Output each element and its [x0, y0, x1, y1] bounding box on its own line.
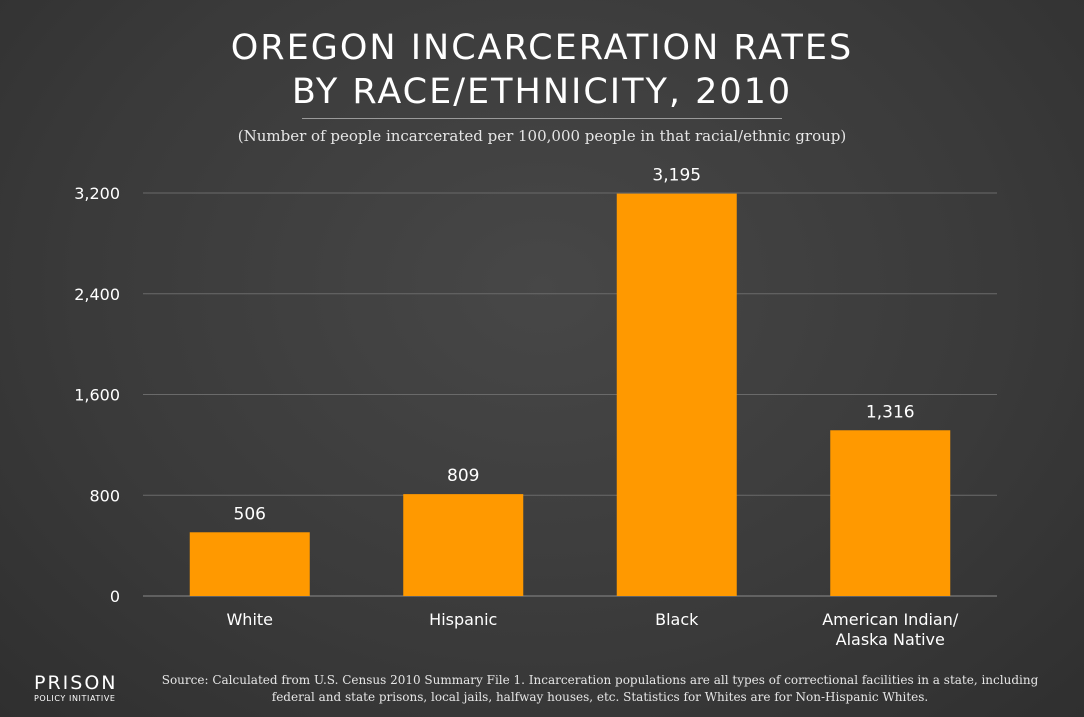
- source-note: Source: Calculated from U.S. Census 2010…: [161, 673, 1039, 704]
- x-category-label: American Indian/: [822, 610, 959, 629]
- x-category-label: Alaska Native: [836, 630, 945, 649]
- x-category-label: Black: [655, 610, 699, 629]
- bar: [403, 494, 524, 596]
- title-divider: [302, 118, 782, 119]
- y-tick-label: 3,200: [74, 184, 120, 203]
- y-tick-label: 1,600: [74, 386, 120, 405]
- x-category-label: Hispanic: [429, 610, 497, 629]
- chart-title-line-2: BY RACE/ETHNICITY, 2010: [291, 72, 793, 112]
- logo-subtext: POLICY INITIATIVE: [34, 694, 116, 703]
- chart-subtitle: (Number of people incarcerated per 100,0…: [237, 127, 847, 145]
- y-tick-label: 2,400: [74, 285, 120, 304]
- bar-value-label: 3,195: [652, 166, 701, 186]
- bar-value-label: 506: [234, 504, 266, 524]
- x-category-label: White: [226, 610, 273, 629]
- y-tick-label: 800: [89, 486, 120, 505]
- bar-value-label: 809: [447, 466, 479, 486]
- bar: [616, 193, 737, 596]
- prison-policy-initiative-logo: PRISON POLICY INITIATIVE: [34, 672, 134, 704]
- bar: [830, 430, 951, 596]
- bar: [189, 532, 310, 596]
- bar-value-label: 1,316: [866, 402, 915, 422]
- y-tick-label: 0: [110, 587, 120, 606]
- logo-wordmark: PRISON: [34, 672, 118, 694]
- chart-title-line-1: OREGON INCARCERATION RATES: [230, 28, 854, 68]
